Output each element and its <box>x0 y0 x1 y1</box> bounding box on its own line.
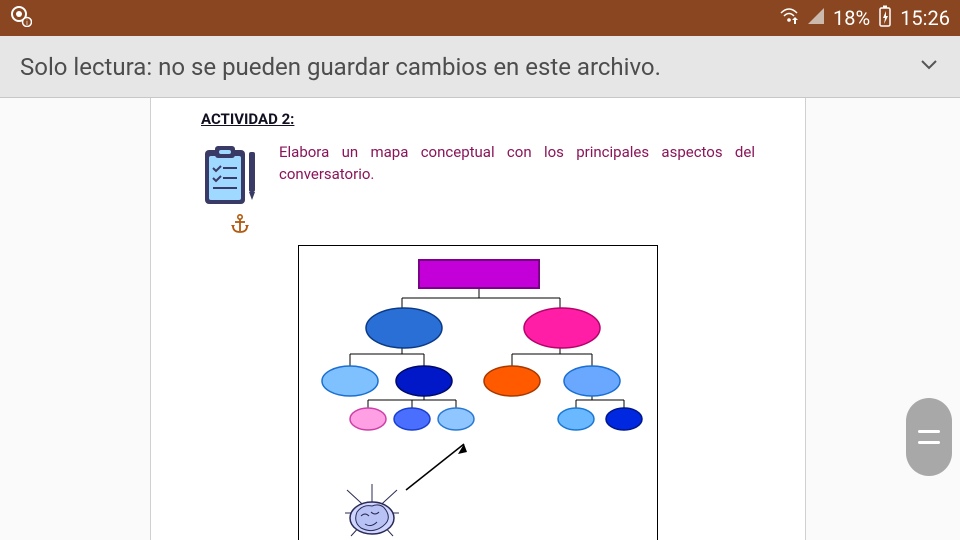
activity-title: ACTIVIDAD 2: <box>201 110 755 128</box>
battery-icon <box>878 5 892 32</box>
concept-map-diagram <box>298 245 658 540</box>
document-page: ACTIVIDAD 2: Elabora un mapa concept <box>150 98 806 540</box>
handle-line <box>918 430 940 433</box>
floating-handle[interactable] <box>906 398 952 476</box>
clock-label: 15:26 <box>900 6 950 30</box>
signal-icon <box>807 7 825 30</box>
app-notification-icon: i <box>10 5 32 32</box>
anchor-icon <box>231 214 755 239</box>
svg-text:i: i <box>26 19 28 27</box>
handle-line <box>918 441 940 444</box>
clipboard-icon <box>201 142 261 208</box>
document-viewport[interactable]: ACTIVIDAD 2: Elabora un mapa concept <box>0 98 960 540</box>
brain-icon <box>337 478 407 540</box>
readonly-banner[interactable]: Solo lectura: no se pueden guardar cambi… <box>0 36 960 98</box>
chevron-down-icon[interactable] <box>918 53 940 80</box>
status-bar: i 18% 15:26 <box>0 0 960 36</box>
wifi-icon <box>779 6 799 31</box>
battery-label: 18% <box>833 6 870 30</box>
activity-instruction: Elabora un mapa conceptual con los princ… <box>279 142 755 208</box>
readonly-text: Solo lectura: no se pueden guardar cambi… <box>20 53 661 81</box>
